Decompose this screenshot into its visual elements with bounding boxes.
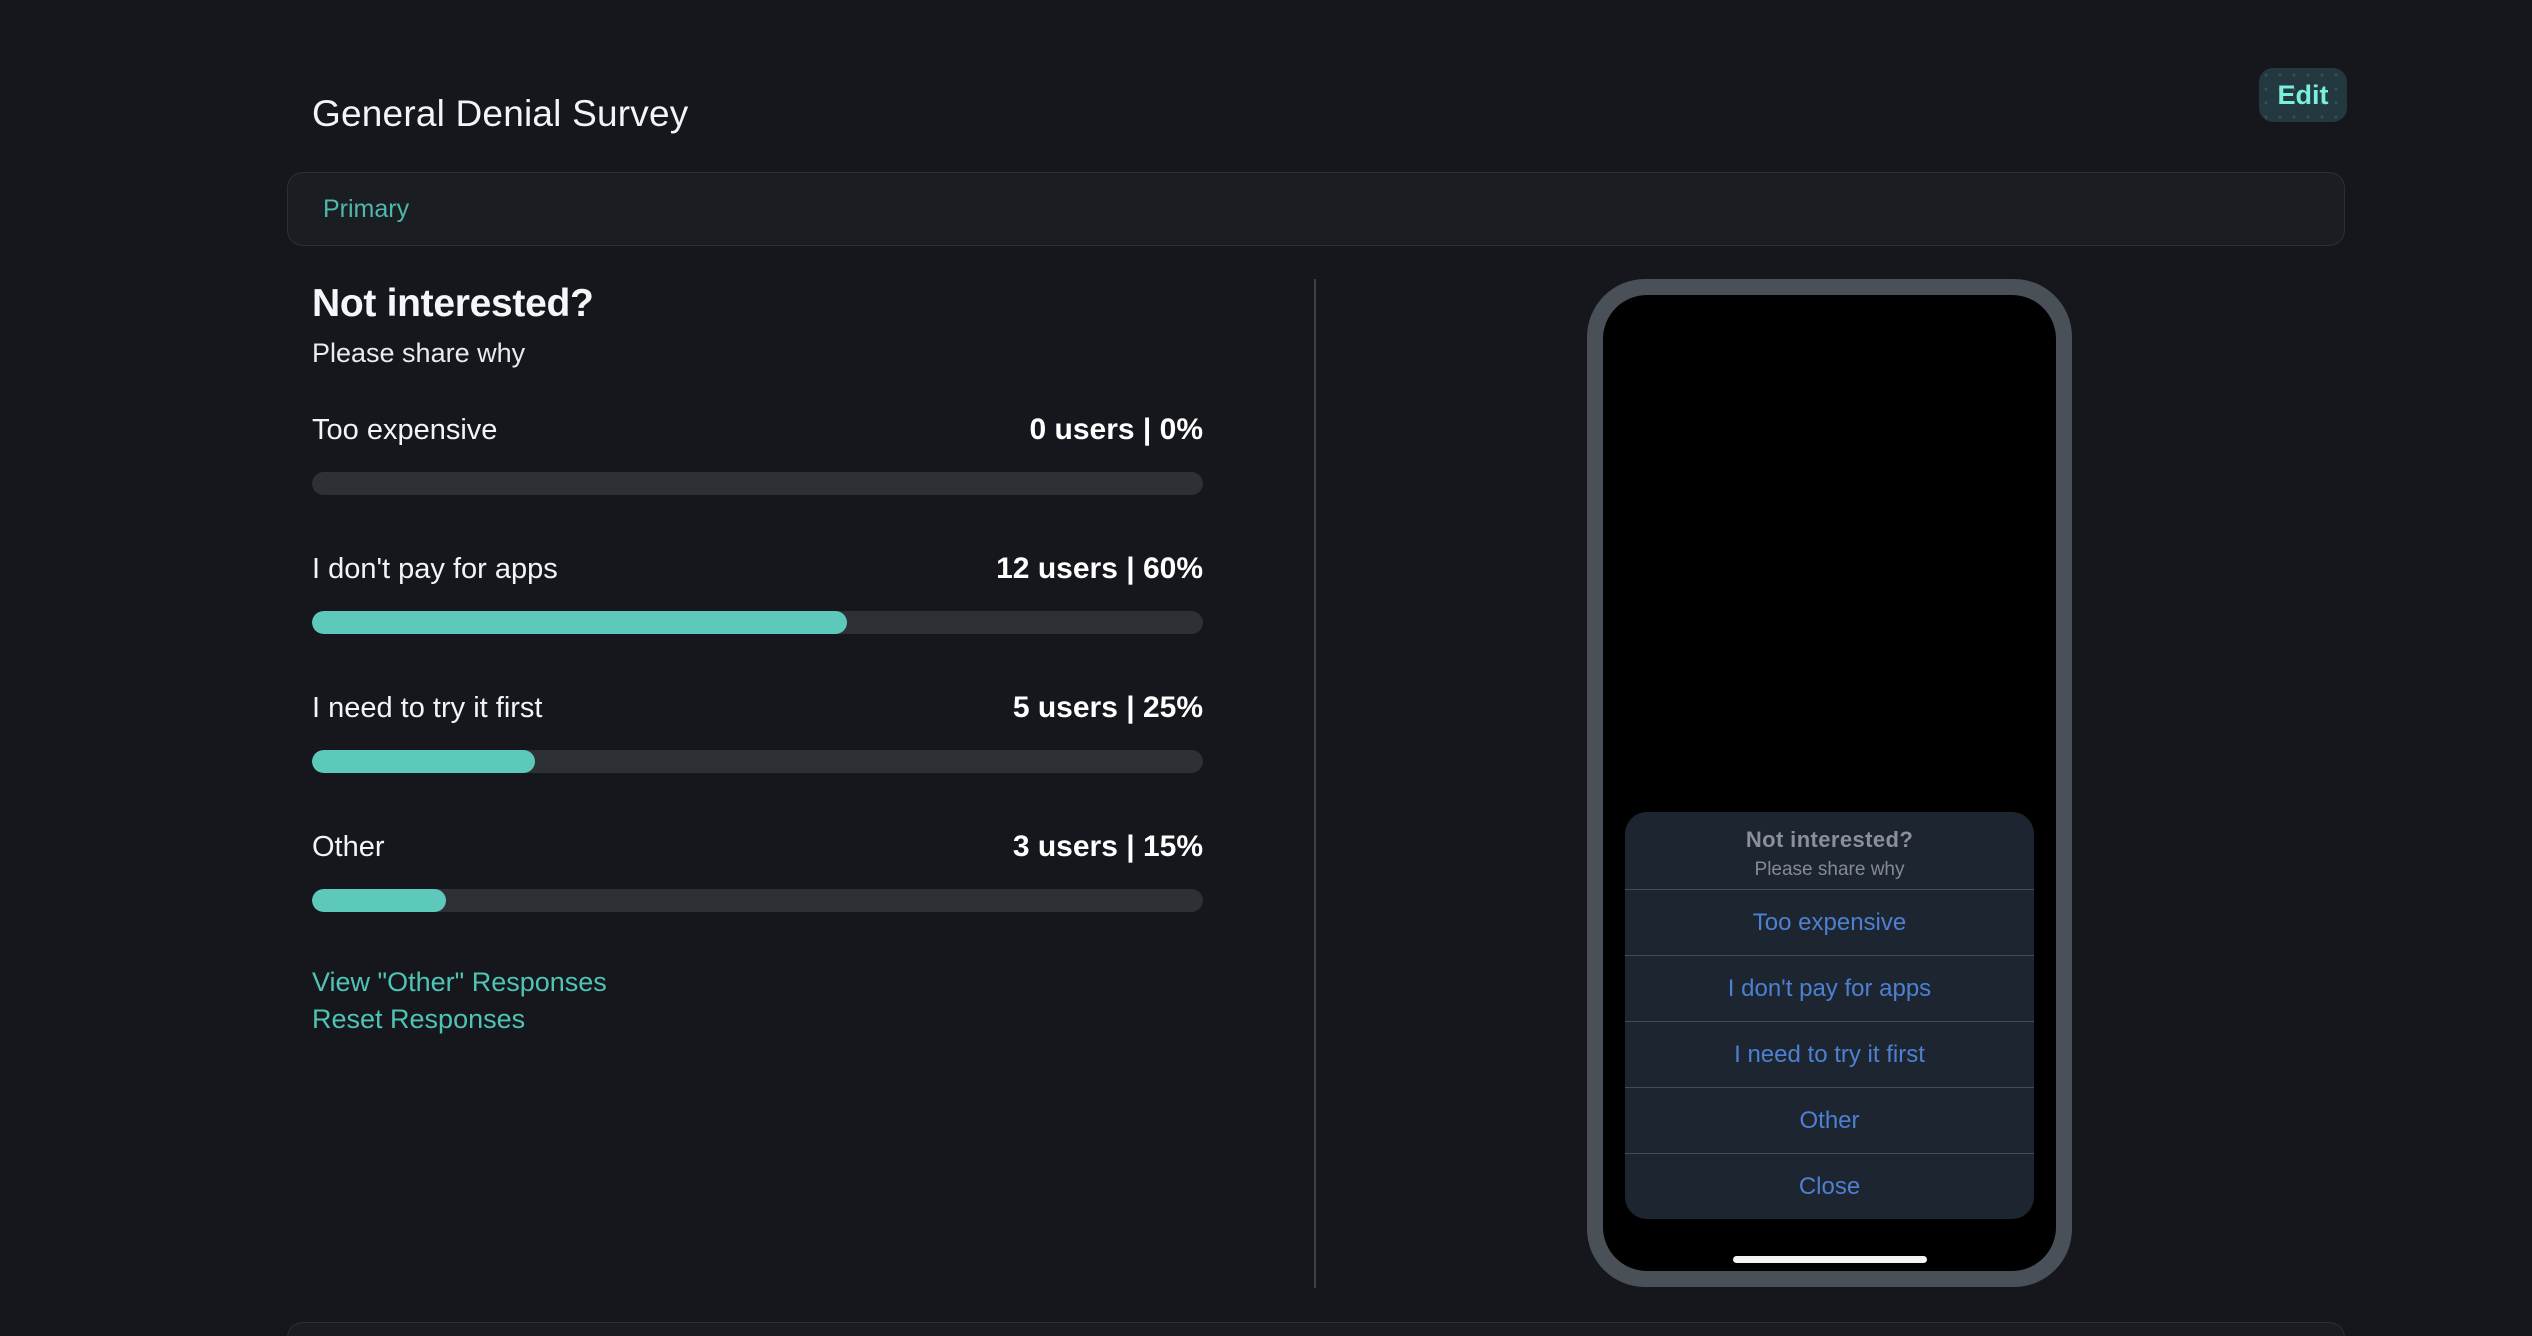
- option-label: Too expensive: [312, 414, 498, 446]
- survey-option-row: I don't pay for apps 12 users | 60%: [312, 551, 1203, 634]
- option-stat: 3 users | 15%: [1012, 830, 1203, 863]
- primary-section-header[interactable]: Primary: [287, 172, 2345, 246]
- option-progress-track: [312, 472, 1203, 495]
- survey-options-list: Too expensive 0 users | 0% I don't pay f…: [312, 412, 1203, 912]
- page-title: General Denial Survey: [312, 92, 689, 134]
- option-progress-fill: [312, 889, 446, 912]
- survey-option-row: Other 3 users | 15%: [312, 829, 1203, 912]
- dialog-title: Not interested?: [1745, 827, 1914, 852]
- option-progress-track: [312, 611, 1203, 634]
- option-progress-track: [312, 889, 1203, 912]
- dialog-option-try-first[interactable]: I need to try it first: [1625, 1021, 2034, 1087]
- option-label: I need to try it first: [312, 692, 543, 724]
- dialog-option-other[interactable]: Other: [1625, 1087, 2034, 1153]
- option-progress-track: [312, 750, 1203, 773]
- column-divider: [1314, 279, 1316, 1288]
- next-section-header[interactable]: [287, 1322, 2345, 1336]
- survey-dialog-preview: Not interested? Please share why Too exp…: [1625, 812, 2034, 1219]
- option-label: Other: [312, 831, 385, 863]
- survey-option-row: I need to try it first 5 users | 25%: [312, 690, 1203, 773]
- option-stat: 12 users | 60%: [996, 552, 1203, 585]
- dialog-subtitle: Please share why: [1754, 859, 1905, 880]
- dialog-close-button[interactable]: Close: [1625, 1153, 2034, 1219]
- option-stat: 0 users | 0%: [1029, 413, 1204, 446]
- reset-responses-link[interactable]: Reset Responses: [312, 1004, 526, 1034]
- option-label: I don't pay for apps: [312, 553, 558, 585]
- view-other-responses-link[interactable]: View "Other" Responses: [312, 967, 607, 997]
- survey-stats-panel: Not interested? Please share why Too exp…: [312, 281, 1203, 1038]
- phone-preview-frame: Not interested? Please share why Too exp…: [1587, 279, 2072, 1287]
- dialog-option-too-expensive[interactable]: Too expensive: [1625, 889, 2034, 955]
- option-progress-fill: [312, 611, 847, 634]
- home-indicator: [1732, 1256, 1927, 1263]
- option-progress-fill: [312, 750, 535, 773]
- primary-section-label: Primary: [323, 194, 410, 223]
- survey-actions: View "Other" Responses Reset Responses: [312, 964, 1203, 1038]
- survey-option-row: Too expensive 0 users | 0%: [312, 412, 1203, 495]
- option-stat: 5 users | 25%: [1012, 691, 1203, 724]
- dialog-header: Not interested? Please share why: [1625, 812, 2034, 889]
- phone-screen: Not interested? Please share why Too exp…: [1603, 295, 2056, 1271]
- survey-subtitle: Please share why: [312, 338, 526, 368]
- dialog-option-dont-pay[interactable]: I don't pay for apps: [1625, 955, 2034, 1021]
- edit-button[interactable]: Edit: [2259, 68, 2347, 122]
- survey-question: Not interested?: [312, 282, 594, 325]
